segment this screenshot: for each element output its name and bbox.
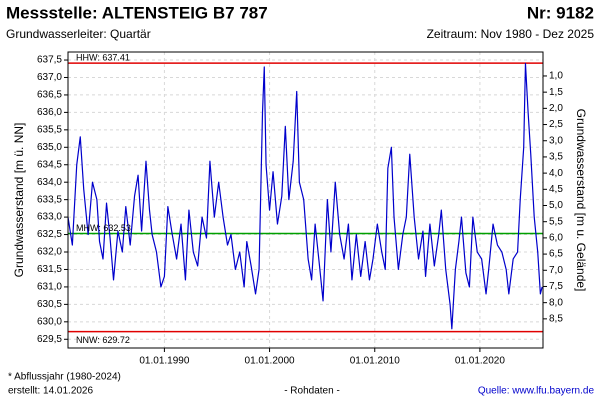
y2-tick-label: 2,5 [549, 119, 563, 130]
y2-axis-label: Grundwasserstand [m u. Gelände] [574, 109, 588, 292]
y2-tick-label: 8,0 [549, 297, 563, 308]
y-tick-label: 630,0 [37, 316, 62, 327]
y2-tick-label: 7,0 [549, 265, 563, 276]
y2-tick-label: 4,5 [549, 184, 563, 195]
y-tick-label: 637,0 [37, 72, 62, 83]
created-date: erstellt: 14.01.2026 [8, 386, 93, 397]
y-tick-label: 636,5 [37, 90, 62, 101]
period: Zeitraum: Nov 1980 - Dez 2025 [427, 27, 595, 41]
y-tick-label: 635,5 [37, 124, 62, 135]
y2-tick-label: 5,0 [549, 200, 563, 211]
reference-label: NNW: 629.72 [76, 335, 130, 345]
y2-tick-label: 6,0 [549, 233, 563, 244]
y-axis-label: Grundwasserstand [m ü. NN] [12, 123, 26, 278]
y2-tick-label: 8,5 [549, 313, 563, 324]
chart-title: Messstelle: ALTENSTEIG B7 787 [6, 3, 268, 22]
y-tick-label: 631,0 [37, 282, 62, 293]
y2-tick-label: 1,0 [549, 71, 563, 82]
subtitle: Grundwasserleiter: Quartär [6, 27, 151, 41]
y2-tick-label: 6,5 [549, 249, 563, 260]
x-tick-label: 01.01.1990 [139, 356, 189, 367]
y2-tick-label: 2,0 [549, 103, 563, 114]
x-tick-label: 01.01.2010 [350, 356, 400, 367]
y-tick-label: 633,0 [37, 212, 62, 223]
y-tick-label: 632,0 [37, 247, 62, 258]
y-tick-label: 631,5 [37, 264, 62, 275]
source[interactable]: Quelle: www.lfu.bayern.de [478, 386, 595, 397]
reference-label: HHW: 637.41 [76, 53, 130, 63]
y-tick-label: 634,0 [37, 177, 62, 188]
station-number: Nr: 9182 [527, 3, 594, 22]
data-type: - Rohdaten - [284, 386, 340, 397]
y-tick-label: 632,5 [37, 229, 62, 240]
y-tick-label: 637,5 [37, 55, 62, 66]
footnote: * Abflussjahr (1980-2024) [8, 372, 121, 383]
y-tick-label: 636,0 [37, 107, 62, 118]
y2-tick-label: 7,5 [549, 281, 563, 292]
y-tick-label: 630,5 [37, 299, 62, 310]
y2-tick-label: 5,5 [549, 216, 563, 227]
y2-tick-label: 1,5 [549, 87, 563, 98]
reference-label: MHW: 632.53 [76, 223, 131, 233]
y-tick-label: 633,5 [37, 194, 62, 205]
x-tick-label: 01.01.2020 [455, 356, 505, 367]
y2-tick-label: 4,0 [549, 168, 563, 179]
y2-tick-label: 3,5 [549, 152, 563, 163]
data-line [67, 62, 543, 330]
y-tick-label: 635,0 [37, 142, 62, 153]
y-tick-label: 629,5 [37, 334, 62, 345]
y2-tick-label: 3,0 [549, 135, 563, 146]
plot-frame [67, 51, 544, 349]
y-tick-label: 634,5 [37, 159, 62, 170]
x-tick-label: 01.01.2000 [245, 356, 295, 367]
